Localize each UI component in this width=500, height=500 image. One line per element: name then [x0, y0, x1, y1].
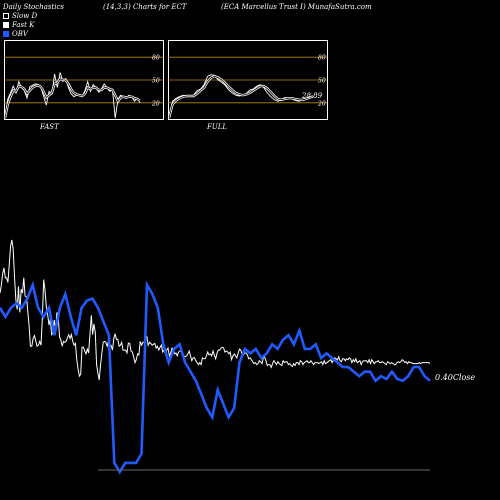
fast-panel-title: FAST [40, 123, 59, 131]
full-panel-title: FULL [207, 123, 228, 131]
full-tick-label-20: 20 [317, 100, 326, 107]
legend-fast-k-label: Fast K [12, 21, 35, 29]
legend-fast-k: Fast K [3, 21, 34, 29]
obv-swatch [3, 31, 9, 37]
full-value-label: 28.89 [301, 92, 323, 100]
fast-k-swatch [3, 22, 9, 28]
legend-obv: OBV [3, 30, 28, 38]
legend-obv-label: OBV [12, 30, 28, 38]
fast-series-slow-d-core [4, 77, 141, 119]
close-price-line [0, 239, 431, 381]
legend-slow-d-label: Slow D [12, 12, 38, 20]
chart-type-label: Daily Stochastics [3, 3, 65, 11]
full-tick-label-50: 50 [318, 78, 326, 85]
full-series-full-d [167, 74, 314, 119]
full-tick-label-80: 80 [318, 55, 326, 62]
slow-d-swatch [3, 13, 9, 19]
full-series-full-d-core [168, 75, 314, 119]
obv-line [0, 280, 431, 475]
fast-series-fast-k [4, 72, 141, 119]
ticker-label: (ECA Marcellus Trust I) MunafaSutra.com [221, 3, 372, 11]
fast-tick-label-80: 80 [152, 55, 160, 62]
legend-slow-d: Slow D [3, 12, 37, 20]
price-label: 0.40Close [435, 373, 475, 382]
fast-tick-label-50: 50 [152, 78, 160, 85]
fast-tick-label-20: 20 [151, 100, 160, 107]
chart-params-label: (14,3,3) Charts for ECT [103, 3, 187, 11]
